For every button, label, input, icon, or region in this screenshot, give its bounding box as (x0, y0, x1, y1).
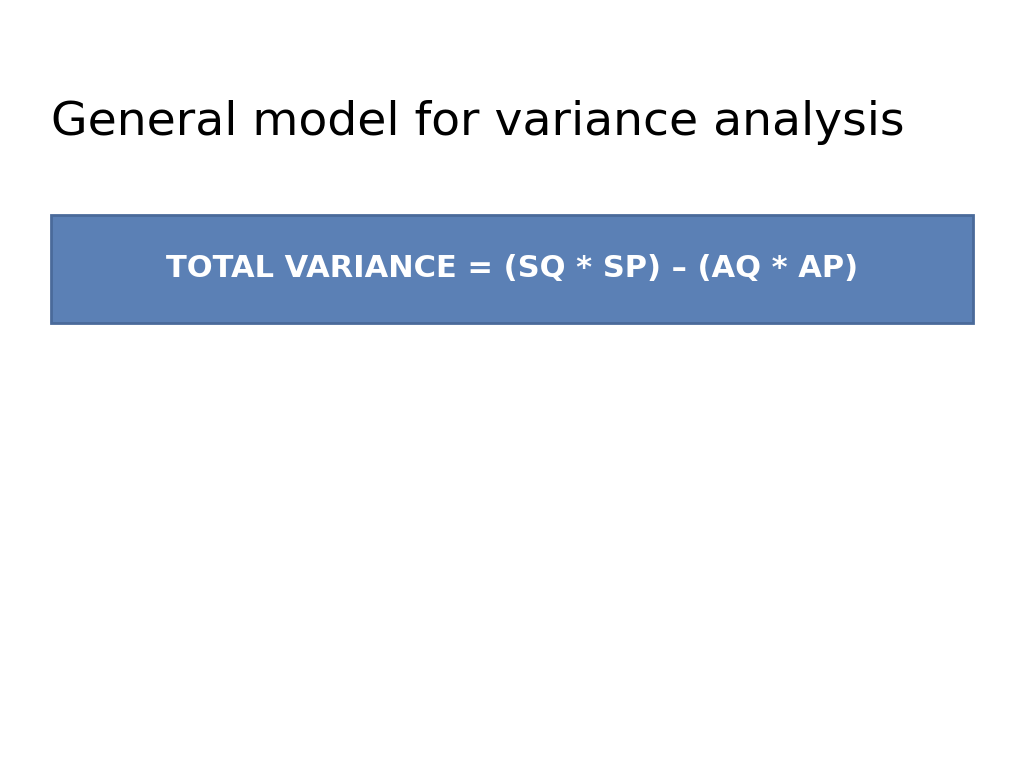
Text: General model for variance analysis: General model for variance analysis (51, 100, 904, 145)
Text: TOTAL VARIANCE = (SQ * SP) – (AQ * AP): TOTAL VARIANCE = (SQ * SP) – (AQ * AP) (166, 254, 858, 283)
FancyBboxPatch shape (51, 215, 973, 323)
